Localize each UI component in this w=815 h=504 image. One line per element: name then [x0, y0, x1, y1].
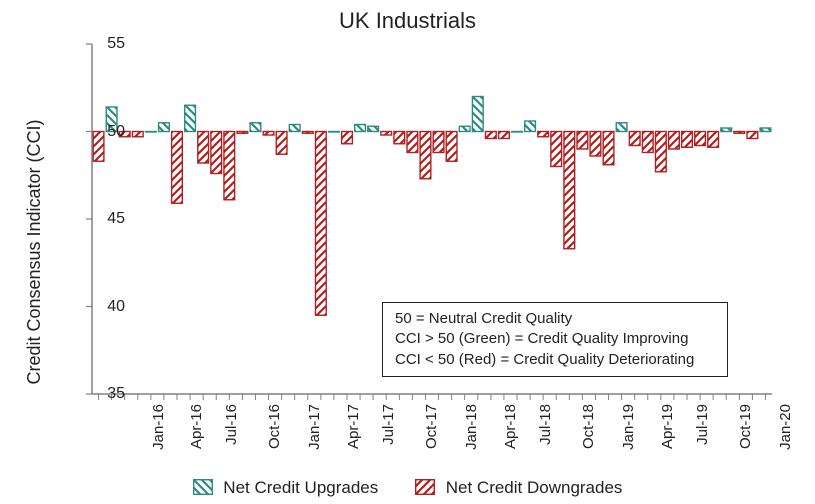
x-tick-label: Jan-20 — [777, 404, 794, 450]
bar-downgrade — [198, 132, 209, 164]
bar-upgrade — [459, 126, 470, 131]
x-tick-label: Oct-19 — [737, 404, 754, 449]
x-tick-label: Oct-16 — [266, 404, 283, 449]
bar-downgrade — [420, 132, 431, 179]
legend: Net Credit Upgrades Net Credit Downgrade… — [0, 478, 815, 498]
info-box-line: CCI < 50 (Red) = Credit Quality Deterior… — [395, 350, 715, 370]
bar-upgrade — [616, 123, 627, 132]
legend-label-upgrades: Net Credit Upgrades — [223, 478, 378, 497]
x-tick-label: Jul-17 — [380, 404, 397, 445]
x-tick-label: Jul-18 — [537, 404, 554, 445]
x-tick-label: Apr-17 — [345, 404, 362, 449]
bar-downgrade — [747, 132, 758, 139]
chart-container: UK Industrials Credit Consensus Indicato… — [0, 0, 815, 504]
bar-upgrade — [159, 123, 170, 132]
bar-downgrade — [394, 132, 405, 144]
bar-upgrade — [289, 125, 300, 132]
info-box-line: 50 = Neutral Credit Quality — [395, 309, 715, 329]
bar-upgrade — [250, 123, 261, 132]
bar-downgrade — [224, 132, 235, 200]
bar-upgrade — [368, 126, 379, 131]
x-tick-label: Jan-17 — [306, 404, 323, 450]
bar-downgrade — [564, 132, 575, 249]
x-tick-label: Apr-19 — [659, 404, 676, 449]
bar-downgrade — [538, 132, 549, 137]
chart-title: UK Industrials — [0, 8, 815, 34]
bar-downgrade — [551, 132, 562, 167]
legend-label-downgrades: Net Credit Downgrades — [446, 478, 623, 497]
bar-downgrade — [381, 132, 392, 136]
info-box: 50 = Neutral Credit QualityCCI > 50 (Gre… — [382, 302, 728, 377]
bar-downgrade — [237, 132, 248, 134]
bar-upgrade — [760, 128, 771, 132]
bar-downgrade — [577, 132, 588, 150]
x-tick-label: Oct-18 — [580, 404, 597, 449]
bar-upgrade — [525, 121, 536, 132]
y-tick-label: 40 — [107, 298, 125, 316]
bar-downgrade — [669, 132, 680, 150]
bar-upgrade — [512, 132, 523, 133]
bar-downgrade — [263, 132, 274, 136]
x-tick-label: Jul-16 — [223, 404, 240, 445]
bar-upgrade — [145, 132, 156, 133]
bar-downgrade — [276, 132, 287, 155]
y-tick-label: 55 — [107, 35, 125, 53]
y-tick-label: 35 — [107, 385, 125, 403]
bar-downgrade — [642, 132, 653, 153]
bar-downgrade — [433, 132, 444, 153]
legend-item-downgrades: Net Credit Downgrades — [415, 478, 622, 498]
x-tick-label: Oct-17 — [423, 404, 440, 449]
x-tick-label: Apr-18 — [502, 404, 519, 449]
bar-downgrade — [655, 132, 666, 172]
bar-upgrade — [721, 128, 732, 132]
bar-downgrade — [708, 132, 719, 148]
bar-downgrade — [682, 132, 693, 148]
legend-swatch-downgrades — [415, 479, 435, 495]
bar-downgrade — [407, 132, 418, 153]
bar-downgrade — [342, 132, 353, 144]
bar-downgrade — [603, 132, 614, 165]
bar-upgrade — [472, 97, 483, 132]
x-tick-label: Jan-16 — [149, 404, 166, 450]
x-tick-label: Jan-19 — [620, 404, 637, 450]
bar-downgrade — [590, 132, 601, 157]
info-box-line: CCI > 50 (Green) = Credit Quality Improv… — [395, 329, 715, 349]
x-tick-label: Jan-18 — [463, 404, 480, 450]
bar-downgrade — [499, 132, 510, 139]
bar-downgrade — [446, 132, 457, 162]
bar-downgrade — [172, 132, 183, 204]
bar-downgrade — [695, 132, 706, 146]
legend-item-upgrades: Net Credit Upgrades — [193, 478, 379, 498]
bar-downgrade — [302, 132, 313, 134]
bar-downgrade — [93, 132, 104, 162]
bar-downgrade — [734, 132, 745, 134]
bar-downgrade — [132, 132, 143, 137]
bar-downgrade — [629, 132, 640, 146]
bar-downgrade — [315, 132, 326, 316]
x-tick-label: Jul-19 — [694, 404, 711, 445]
y-axis-label: Credit Consensus Indicator (CCI) — [24, 119, 45, 384]
bar-upgrade — [329, 132, 340, 133]
bar-downgrade — [485, 132, 496, 139]
legend-swatch-upgrades — [193, 479, 213, 495]
bar-upgrade — [355, 125, 366, 132]
y-tick-label: 45 — [107, 210, 125, 228]
y-tick-label: 50 — [107, 123, 125, 141]
x-tick-label: Apr-16 — [188, 404, 205, 449]
bar-downgrade — [211, 132, 222, 174]
bar-upgrade — [185, 105, 196, 131]
